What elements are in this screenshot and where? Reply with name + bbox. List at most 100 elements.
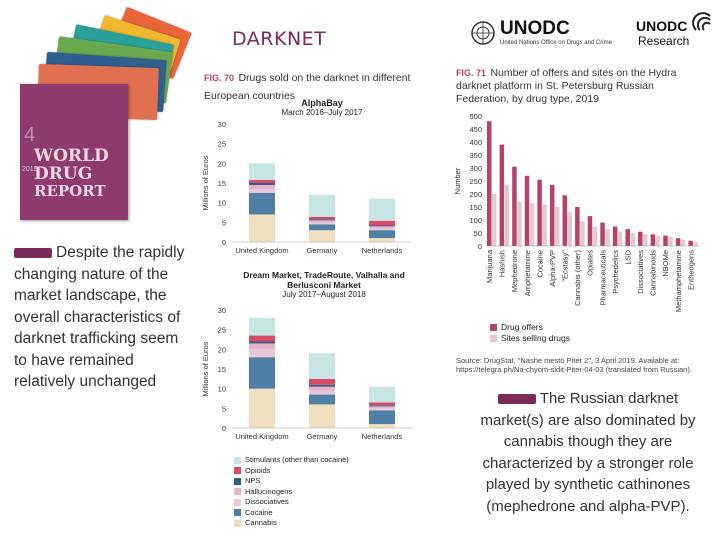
hydra-bar: [617, 231, 623, 246]
hydra-bar: [643, 234, 648, 246]
dream-bar-segment: [249, 357, 275, 389]
hydra-bar: [504, 184, 510, 246]
report-number: 4: [24, 124, 36, 146]
dream-ytick: 10: [218, 385, 226, 394]
fig71-title: Number of offers and sites on the Hydra …: [456, 67, 677, 105]
hydra-bar: [630, 233, 635, 246]
hydra-bar: [537, 179, 542, 246]
hydra-bar: [487, 121, 492, 246]
hydra-chart: 0 50 100 150 200 250 300 350 400 450 500 Number Mari…: [453, 112, 700, 312]
alphabay-bar-segment: [249, 179, 275, 183]
dream-bar-segment: [309, 378, 335, 385]
hydra-xtick: Mephedrone: [510, 250, 519, 292]
slide-title: DARKNET: [232, 28, 327, 50]
alphabay-bar-segment: [369, 198, 395, 221]
hydra-xtick: Methamphetamine: [674, 250, 683, 312]
legend-label: Cannabis: [245, 518, 277, 527]
dream-ytick: 15: [218, 365, 226, 374]
alphabay-ytick: 15: [218, 179, 226, 188]
alphabay-ytick: 10: [218, 199, 226, 208]
legend-label: Opioids: [245, 465, 271, 475]
dream-bar-segment: [309, 394, 335, 405]
fig70-panel1-heading: AlphaBay March 2016–July 2017: [232, 98, 412, 117]
alphabay-xtick: Netherlands: [362, 246, 403, 255]
alphabay-bar-segment: [309, 222, 335, 225]
hydra-ytick: 500: [469, 112, 482, 121]
hydra-bar: [529, 203, 535, 246]
dream-xtick: Germany: [307, 432, 338, 441]
dream-ytick: 0: [222, 424, 226, 433]
alphabay-bar-segment: [309, 216, 335, 220]
fig70-title: Drugs sold on the darknet in different E…: [204, 72, 411, 102]
alphabay-ytick: 30: [218, 120, 226, 129]
legend-swatch: [234, 498, 241, 506]
alphabay-bar-segment: [309, 230, 335, 242]
hydra-ytick: 50: [474, 229, 482, 238]
alphabay-bar-segment: [369, 226, 395, 229]
hydra-xtick: "Ecstasy": [561, 250, 570, 282]
hydra-xtick: Dissociatives: [636, 250, 645, 294]
dream-xtick: United Kingdom: [235, 432, 288, 441]
dream-market-chart: 0 5 10 15 20 25 30 Millions of Euros United King…: [201, 306, 412, 441]
fig71-legend: Drug offers Sites selling drugs: [490, 322, 570, 344]
hydra-xtick: Cannabis (other): [573, 250, 582, 306]
dream-bar-segment: [369, 410, 395, 425]
hydra-bar: [562, 195, 568, 246]
hydra-bar: [655, 235, 661, 246]
alphabay-bar-segment: [369, 238, 395, 242]
dream-bar-segment: [309, 390, 335, 395]
legend-label: Cocaine: [245, 507, 273, 517]
alphabay-ytick: 20: [218, 159, 226, 168]
legend-label: NPS: [245, 476, 261, 485]
alphabay-bar-segment: [369, 225, 395, 227]
alphabay-bar-segment: [309, 194, 335, 217]
hydra-ytick: 300: [469, 164, 482, 173]
unodc-research-logo: UNODC Research: [636, 12, 716, 52]
hydra-xtick: Cannabinoids: [649, 250, 658, 296]
legend-swatch: [234, 509, 241, 517]
dream-bar-segment: [369, 386, 395, 403]
alphabay-ytick: 5: [222, 218, 226, 227]
report-year: 2019: [22, 166, 38, 173]
legend-swatch: [234, 519, 241, 527]
hydra-bar: [587, 216, 593, 246]
legend-item: Opioids: [234, 466, 414, 477]
legend-label: Sites selling drugs: [501, 333, 570, 343]
hydra-xtick: Entheogens: [686, 250, 695, 290]
hydra-bar: [668, 236, 673, 246]
arrow-icon: [14, 247, 52, 258]
hydra-bar: [663, 235, 668, 246]
dream-bar-segment: [249, 388, 275, 428]
hydra-bar: [517, 201, 522, 246]
hydra-xtick: Alpha-PVP: [548, 250, 557, 287]
research-rings-icon: [692, 12, 711, 31]
fig71-number: FIG. 71: [456, 68, 487, 78]
alphabay-ylabel: Millions of Euros: [201, 155, 210, 210]
dream-xtick: Netherlands: [362, 432, 403, 441]
dream-bar-segment: [309, 404, 335, 428]
hydra-bar: [542, 204, 547, 246]
dream-ytick: 5: [222, 404, 226, 413]
legend-label: Drug offers: [501, 322, 543, 332]
hydra-bar: [675, 238, 681, 246]
alphabay-bar-segment: [249, 214, 275, 242]
hydra-bar: [567, 212, 573, 246]
unodc-logo: UNODC United Nations Office on Drugs and…: [470, 18, 620, 52]
dream-bar-segment: [249, 335, 275, 342]
hydra-xtick: Opiates: [586, 250, 595, 276]
hydra-ylabel: Number: [453, 167, 462, 194]
hydra-bar: [499, 144, 505, 246]
hydra-bar: [688, 240, 693, 246]
hydra-bar: [575, 207, 580, 246]
alphabay-bar-segment: [369, 220, 395, 226]
hydra-bar: [492, 194, 497, 246]
hydra-xtick: Amphetamine: [523, 250, 532, 296]
legend-item: Stimulants (other than cocaine): [234, 455, 414, 466]
hydra-bar: [693, 242, 698, 246]
report-line3: REPORT: [34, 182, 106, 200]
legend-item: Drug offers: [490, 322, 570, 333]
hydra-xtick: Pharmaceuticals: [598, 250, 607, 306]
hydra-xtick: Marijuana: [485, 249, 494, 283]
dream-bar-segment: [309, 353, 335, 379]
arrow-icon: [497, 394, 536, 405]
